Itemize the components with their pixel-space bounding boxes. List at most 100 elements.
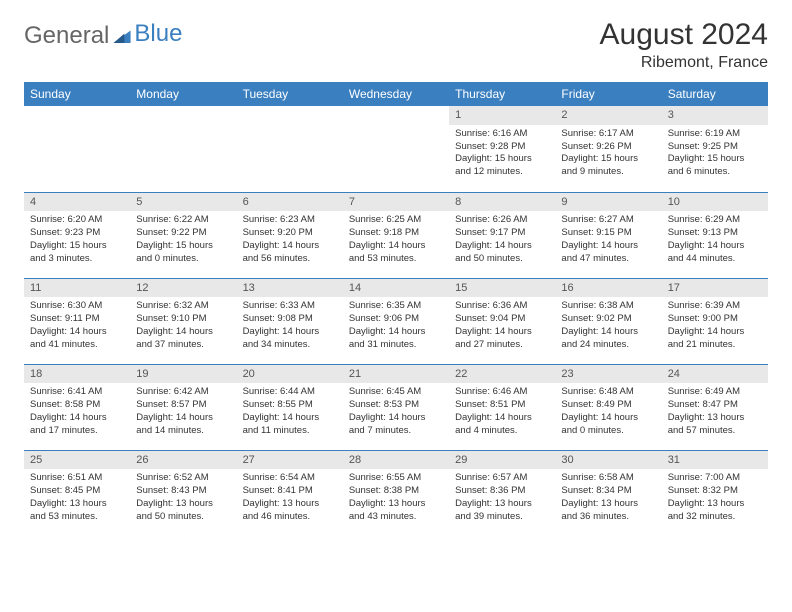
sunset-text: Sunset: 9:06 PM — [349, 313, 443, 326]
sunrise-text: Sunrise: 6:30 AM — [30, 300, 124, 313]
day-details: Sunrise: 7:00 AMSunset: 8:32 PMDaylight:… — [662, 469, 768, 527]
daylight-text: Daylight: 14 hours and 7 minutes. — [349, 412, 443, 438]
day-number: 28 — [343, 451, 449, 470]
day-details: Sunrise: 6:48 AMSunset: 8:49 PMDaylight:… — [555, 383, 661, 441]
calendar-cell: 6 Sunrise: 6:23 AMSunset: 9:20 PMDaylight… — [237, 192, 343, 278]
daylight-text: Daylight: 15 hours and 12 minutes. — [455, 153, 549, 179]
daylight-text: Daylight: 13 hours and 57 minutes. — [668, 412, 762, 438]
calendar-table: Sunday Monday Tuesday Wednesday Thursday… — [24, 82, 768, 536]
daylight-text: Daylight: 14 hours and 56 minutes. — [243, 240, 337, 266]
sunrise-text: Sunrise: 6:19 AM — [668, 128, 762, 141]
day-details: Sunrise: 6:19 AMSunset: 9:25 PMDaylight:… — [662, 125, 768, 183]
daylight-text: Daylight: 13 hours and 50 minutes. — [136, 498, 230, 524]
sunset-text: Sunset: 8:41 PM — [243, 485, 337, 498]
sunset-text: Sunset: 8:34 PM — [561, 485, 655, 498]
sunrise-text: Sunrise: 6:39 AM — [668, 300, 762, 313]
day-number: 10 — [662, 193, 768, 212]
day-details: Sunrise: 6:39 AMSunset: 9:00 PMDaylight:… — [662, 297, 768, 355]
weekday-header: Tuesday — [237, 82, 343, 106]
sunset-text: Sunset: 9:25 PM — [668, 141, 762, 154]
sunset-text: Sunset: 9:10 PM — [136, 313, 230, 326]
sunrise-text: Sunrise: 6:25 AM — [349, 214, 443, 227]
calendar-cell — [343, 106, 449, 192]
day-number: 25 — [24, 451, 130, 470]
daylight-text: Daylight: 13 hours and 43 minutes. — [349, 498, 443, 524]
daylight-text: Daylight: 14 hours and 21 minutes. — [668, 326, 762, 352]
sunset-text: Sunset: 8:47 PM — [668, 399, 762, 412]
daylight-text: Daylight: 13 hours and 39 minutes. — [455, 498, 549, 524]
sunrise-text: Sunrise: 6:23 AM — [243, 214, 337, 227]
daylight-text: Daylight: 14 hours and 14 minutes. — [136, 412, 230, 438]
logo-text-blue: Blue — [134, 20, 182, 48]
sunrise-text: Sunrise: 6:45 AM — [349, 386, 443, 399]
header: GeneralBlue August 2024 Ribemont, France — [24, 18, 768, 72]
day-details: Sunrise: 6:33 AMSunset: 9:08 PMDaylight:… — [237, 297, 343, 355]
day-number: 19 — [130, 365, 236, 384]
sunrise-text: Sunrise: 6:54 AM — [243, 472, 337, 485]
calendar-cell: 7Sunrise: 6:25 AMSunset: 9:18 PMDaylight… — [343, 192, 449, 278]
sunset-text: Sunset: 9:17 PM — [455, 227, 549, 240]
calendar-cell: 4Sunrise: 6:20 AMSunset: 9:23 PMDaylight… — [24, 192, 130, 278]
sunrise-text: Sunrise: 6:58 AM — [561, 472, 655, 485]
day-details: Sunrise: 6:49 AMSunset: 8:47 PMDaylight:… — [662, 383, 768, 441]
daylight-text: Daylight: 14 hours and 37 minutes. — [136, 326, 230, 352]
sunrise-text: Sunrise: 6:52 AM — [136, 472, 230, 485]
day-number: 6 — [237, 193, 343, 212]
calendar-cell: 31Sunrise: 7:00 AMSunset: 8:32 PMDayligh… — [662, 450, 768, 536]
sunset-text: Sunset: 9:23 PM — [30, 227, 124, 240]
daylight-text: Daylight: 14 hours and 44 minutes. — [668, 240, 762, 266]
day-details: Sunrise: 6:20 AMSunset: 9:23 PMDaylight:… — [24, 211, 130, 269]
day-number: 31 — [662, 451, 768, 470]
calendar-cell: 19Sunrise: 6:42 AMSunset: 8:57 PMDayligh… — [130, 364, 236, 450]
logo: GeneralBlue — [24, 18, 182, 50]
day-number: 20 — [237, 365, 343, 384]
calendar-cell: 21Sunrise: 6:45 AMSunset: 8:53 PMDayligh… — [343, 364, 449, 450]
sunrise-text: Sunrise: 6:49 AM — [668, 386, 762, 399]
calendar-cell — [24, 106, 130, 192]
month-title: August 2024 — [600, 18, 768, 52]
sunset-text: Sunset: 9:02 PM — [561, 313, 655, 326]
day-number: 1 — [449, 106, 555, 125]
sunset-text: Sunset: 8:51 PM — [455, 399, 549, 412]
day-number: 27 — [237, 451, 343, 470]
sunrise-text: Sunrise: 7:00 AM — [668, 472, 762, 485]
sunset-text: Sunset: 9:28 PM — [455, 141, 549, 154]
calendar-cell: 9Sunrise: 6:27 AMSunset: 9:15 PMDaylight… — [555, 192, 661, 278]
day-number: 24 — [662, 365, 768, 384]
sunset-text: Sunset: 9:20 PM — [243, 227, 337, 240]
calendar-cell: 2Sunrise: 6:17 AMSunset: 9:26 PMDaylight… — [555, 106, 661, 192]
calendar-cell: 24Sunrise: 6:49 AMSunset: 8:47 PMDayligh… — [662, 364, 768, 450]
sunrise-text: Sunrise: 6:20 AM — [30, 214, 124, 227]
location: Ribemont, France — [600, 54, 768, 72]
sunset-text: Sunset: 8:53 PM — [349, 399, 443, 412]
sunrise-text: Sunrise: 6:51 AM — [30, 472, 124, 485]
day-number: 26 — [130, 451, 236, 470]
day-details: Sunrise: 6:51 AMSunset: 8:45 PMDaylight:… — [24, 469, 130, 527]
day-details: Sunrise: 6:46 AMSunset: 8:51 PMDaylight:… — [449, 383, 555, 441]
day-details: Sunrise: 6:32 AMSunset: 9:10 PMDaylight:… — [130, 297, 236, 355]
calendar-cell: 17Sunrise: 6:39 AMSunset: 9:00 PMDayligh… — [662, 278, 768, 364]
sunrise-text: Sunrise: 6:17 AM — [561, 128, 655, 141]
day-number: 23 — [555, 365, 661, 384]
day-number: 13 — [237, 279, 343, 298]
sunset-text: Sunset: 9:26 PM — [561, 141, 655, 154]
sunrise-text: Sunrise: 6:38 AM — [561, 300, 655, 313]
sunset-text: Sunset: 9:18 PM — [349, 227, 443, 240]
sunset-text: Sunset: 9:22 PM — [136, 227, 230, 240]
day-details: Sunrise: 6:55 AMSunset: 8:38 PMDaylight:… — [343, 469, 449, 527]
daylight-text: Daylight: 14 hours and 47 minutes. — [561, 240, 655, 266]
sunset-text: Sunset: 8:43 PM — [136, 485, 230, 498]
day-details: Sunrise: 6:29 AMSunset: 9:13 PMDaylight:… — [662, 211, 768, 269]
weekday-row: Sunday Monday Tuesday Wednesday Thursday… — [24, 82, 768, 106]
day-details: Sunrise: 6:27 AMSunset: 9:15 PMDaylight:… — [555, 211, 661, 269]
calendar-cell: 16Sunrise: 6:38 AMSunset: 9:02 PMDayligh… — [555, 278, 661, 364]
sunrise-text: Sunrise: 6:57 AM — [455, 472, 549, 485]
calendar-cell: 12Sunrise: 6:32 AMSunset: 9:10 PMDayligh… — [130, 278, 236, 364]
day-number: 22 — [449, 365, 555, 384]
sunset-text: Sunset: 8:55 PM — [243, 399, 337, 412]
sunrise-text: Sunrise: 6:55 AM — [349, 472, 443, 485]
sunrise-text: Sunrise: 6:46 AM — [455, 386, 549, 399]
sunrise-text: Sunrise: 6:35 AM — [349, 300, 443, 313]
sunset-text: Sunset: 9:00 PM — [668, 313, 762, 326]
calendar-cell — [237, 106, 343, 192]
